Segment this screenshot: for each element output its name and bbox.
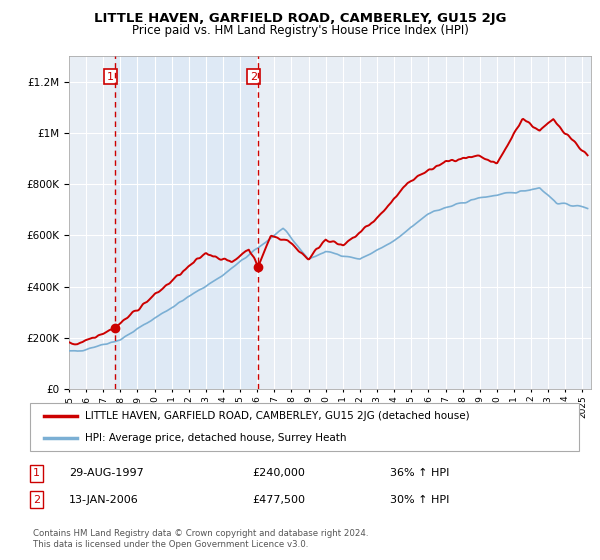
Text: 36% ↑ HPI: 36% ↑ HPI xyxy=(390,468,449,478)
Text: £477,500: £477,500 xyxy=(252,494,305,505)
Text: 29-AUG-1997: 29-AUG-1997 xyxy=(69,468,144,478)
Text: Contains HM Land Registry data © Crown copyright and database right 2024.
This d: Contains HM Land Registry data © Crown c… xyxy=(33,529,368,549)
Text: Price paid vs. HM Land Registry's House Price Index (HPI): Price paid vs. HM Land Registry's House … xyxy=(131,24,469,36)
Text: HPI: Average price, detached house, Surrey Heath: HPI: Average price, detached house, Surr… xyxy=(85,433,346,443)
Text: 2: 2 xyxy=(33,494,40,505)
Text: 2: 2 xyxy=(250,72,257,82)
Text: £240,000: £240,000 xyxy=(252,468,305,478)
Text: LITTLE HAVEN, GARFIELD ROAD, CAMBERLEY, GU15 2JG: LITTLE HAVEN, GARFIELD ROAD, CAMBERLEY, … xyxy=(94,12,506,25)
Text: 1: 1 xyxy=(107,72,114,82)
Text: 1: 1 xyxy=(33,468,40,478)
Bar xyxy=(115,56,258,389)
Text: 13-JAN-2006: 13-JAN-2006 xyxy=(69,494,139,505)
Text: 30% ↑ HPI: 30% ↑ HPI xyxy=(390,494,449,505)
Text: LITTLE HAVEN, GARFIELD ROAD, CAMBERLEY, GU15 2JG (detached house): LITTLE HAVEN, GARFIELD ROAD, CAMBERLEY, … xyxy=(85,411,470,421)
